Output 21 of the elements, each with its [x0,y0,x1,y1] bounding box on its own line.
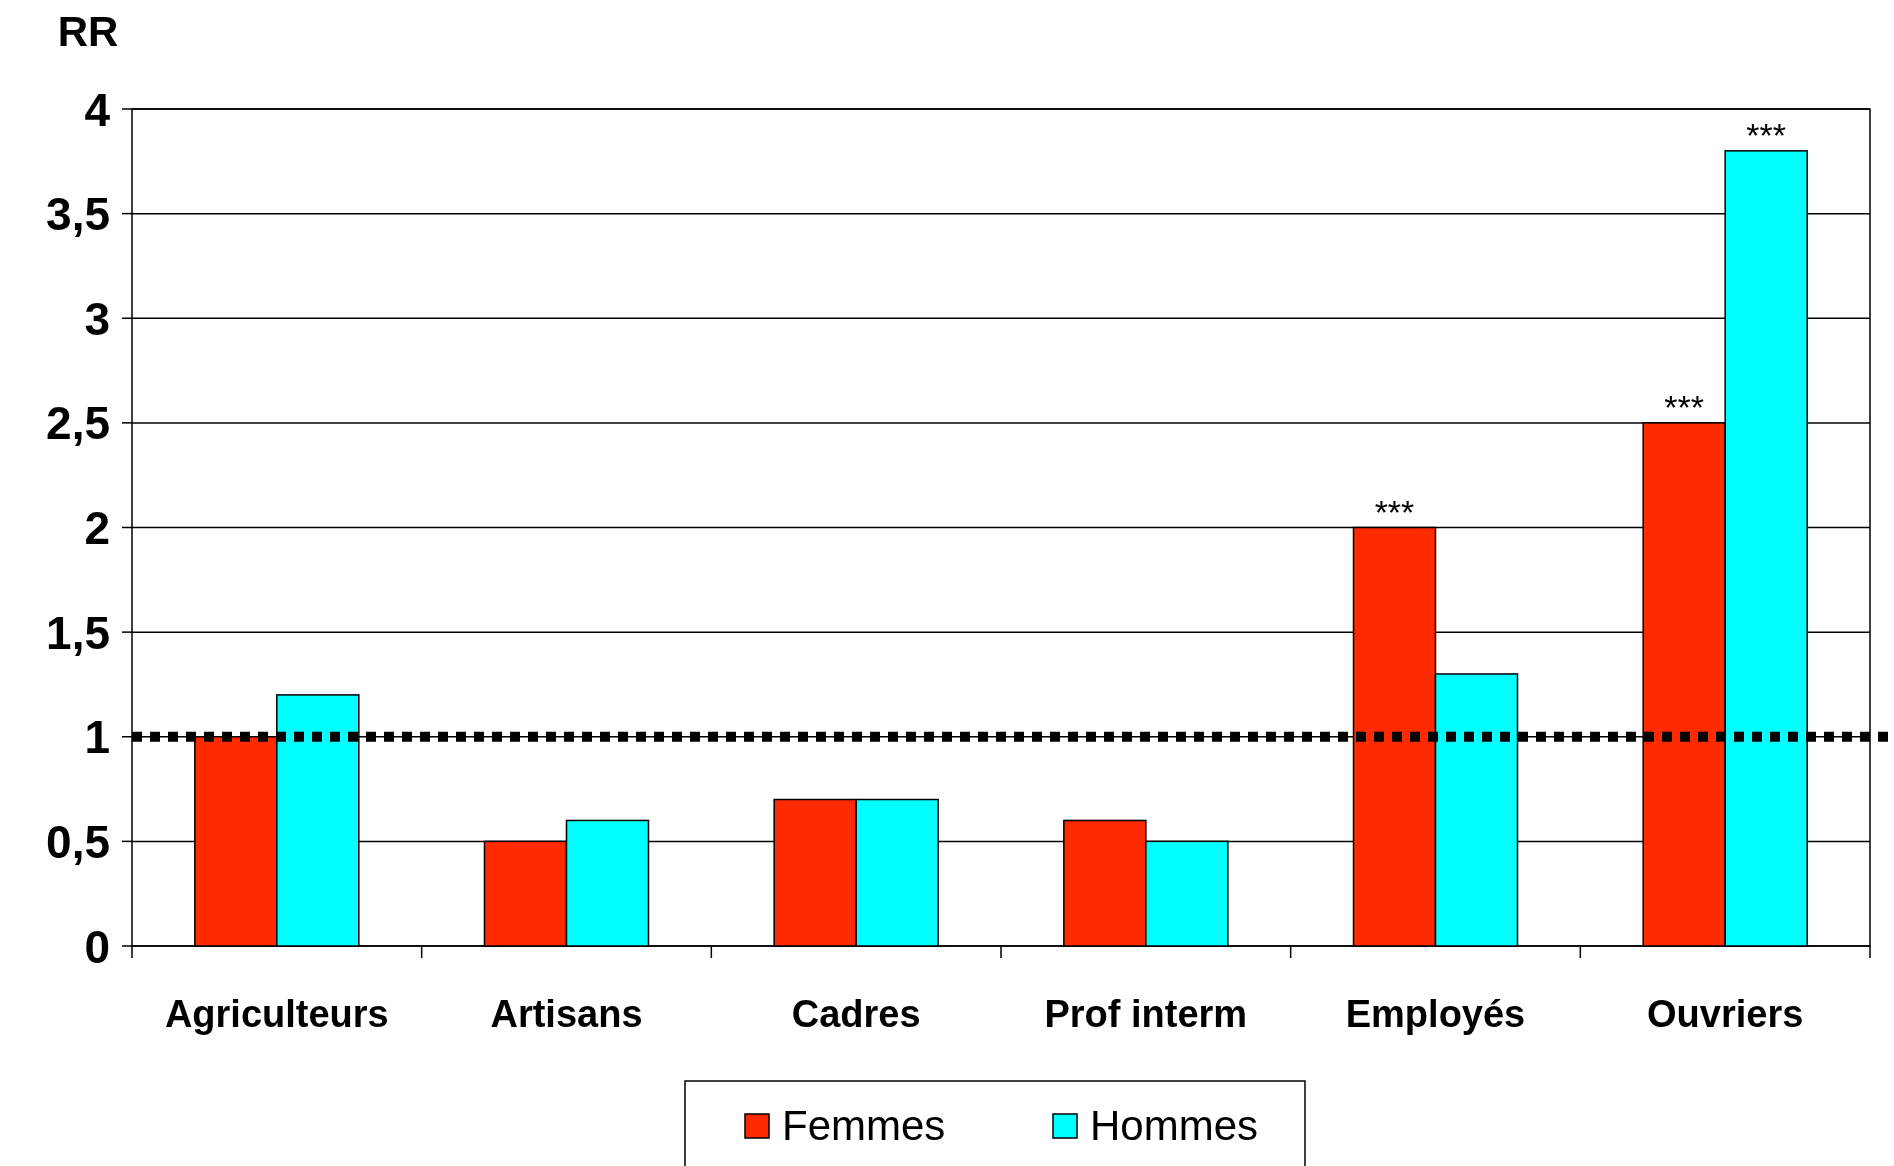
y-axis-title: RR [57,8,119,55]
y-tick-label: 2 [84,502,110,555]
legend-label: Femmes [782,1102,946,1149]
x-tick-label: Employés [1345,993,1526,1035]
y-tick-label: 1 [84,711,110,764]
annotation: *** [1746,115,1787,154]
y-tick-label: 1,5 [46,606,110,659]
annotation: *** [1664,387,1705,426]
y-tick-label: 3,5 [46,188,110,241]
x-tick-label: Artisans [490,993,643,1035]
y-tick-label: 0 [84,920,110,973]
y-tick-label: 3 [84,292,110,345]
y-tick-label: 0,5 [46,815,110,868]
x-tick-label: Cadres [791,993,921,1035]
x-tick-label: Agriculteurs [164,993,389,1035]
x-tick-label: Prof interm [1044,993,1248,1035]
x-tick-label: Ouvriers [1647,993,1804,1035]
legend-label: Hommes [1090,1102,1259,1149]
annotation: *** [1374,492,1415,531]
y-tick-label: 2,5 [46,397,110,450]
y-tick-label: 4 [84,83,111,136]
